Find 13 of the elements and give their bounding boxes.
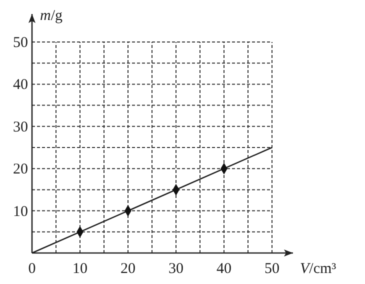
x-tick-label: 10	[72, 261, 88, 277]
x-tick-label: 0	[28, 261, 36, 277]
y-axis-title: m/g	[40, 8, 64, 24]
y-tick-label: 30	[13, 119, 28, 136]
x-tick-label: 40	[216, 261, 232, 277]
x-tick-label: 50	[264, 261, 280, 277]
y-tick-label: 40	[13, 77, 28, 94]
x-tick-label: 30	[168, 261, 184, 277]
y-tick-label: 50	[13, 35, 28, 51]
y-tick-label: 10	[13, 204, 28, 220]
y-tick-label: 20	[13, 162, 28, 178]
x-tick-label: 20	[120, 261, 136, 277]
x-axis-title: V/cm³	[300, 261, 337, 277]
